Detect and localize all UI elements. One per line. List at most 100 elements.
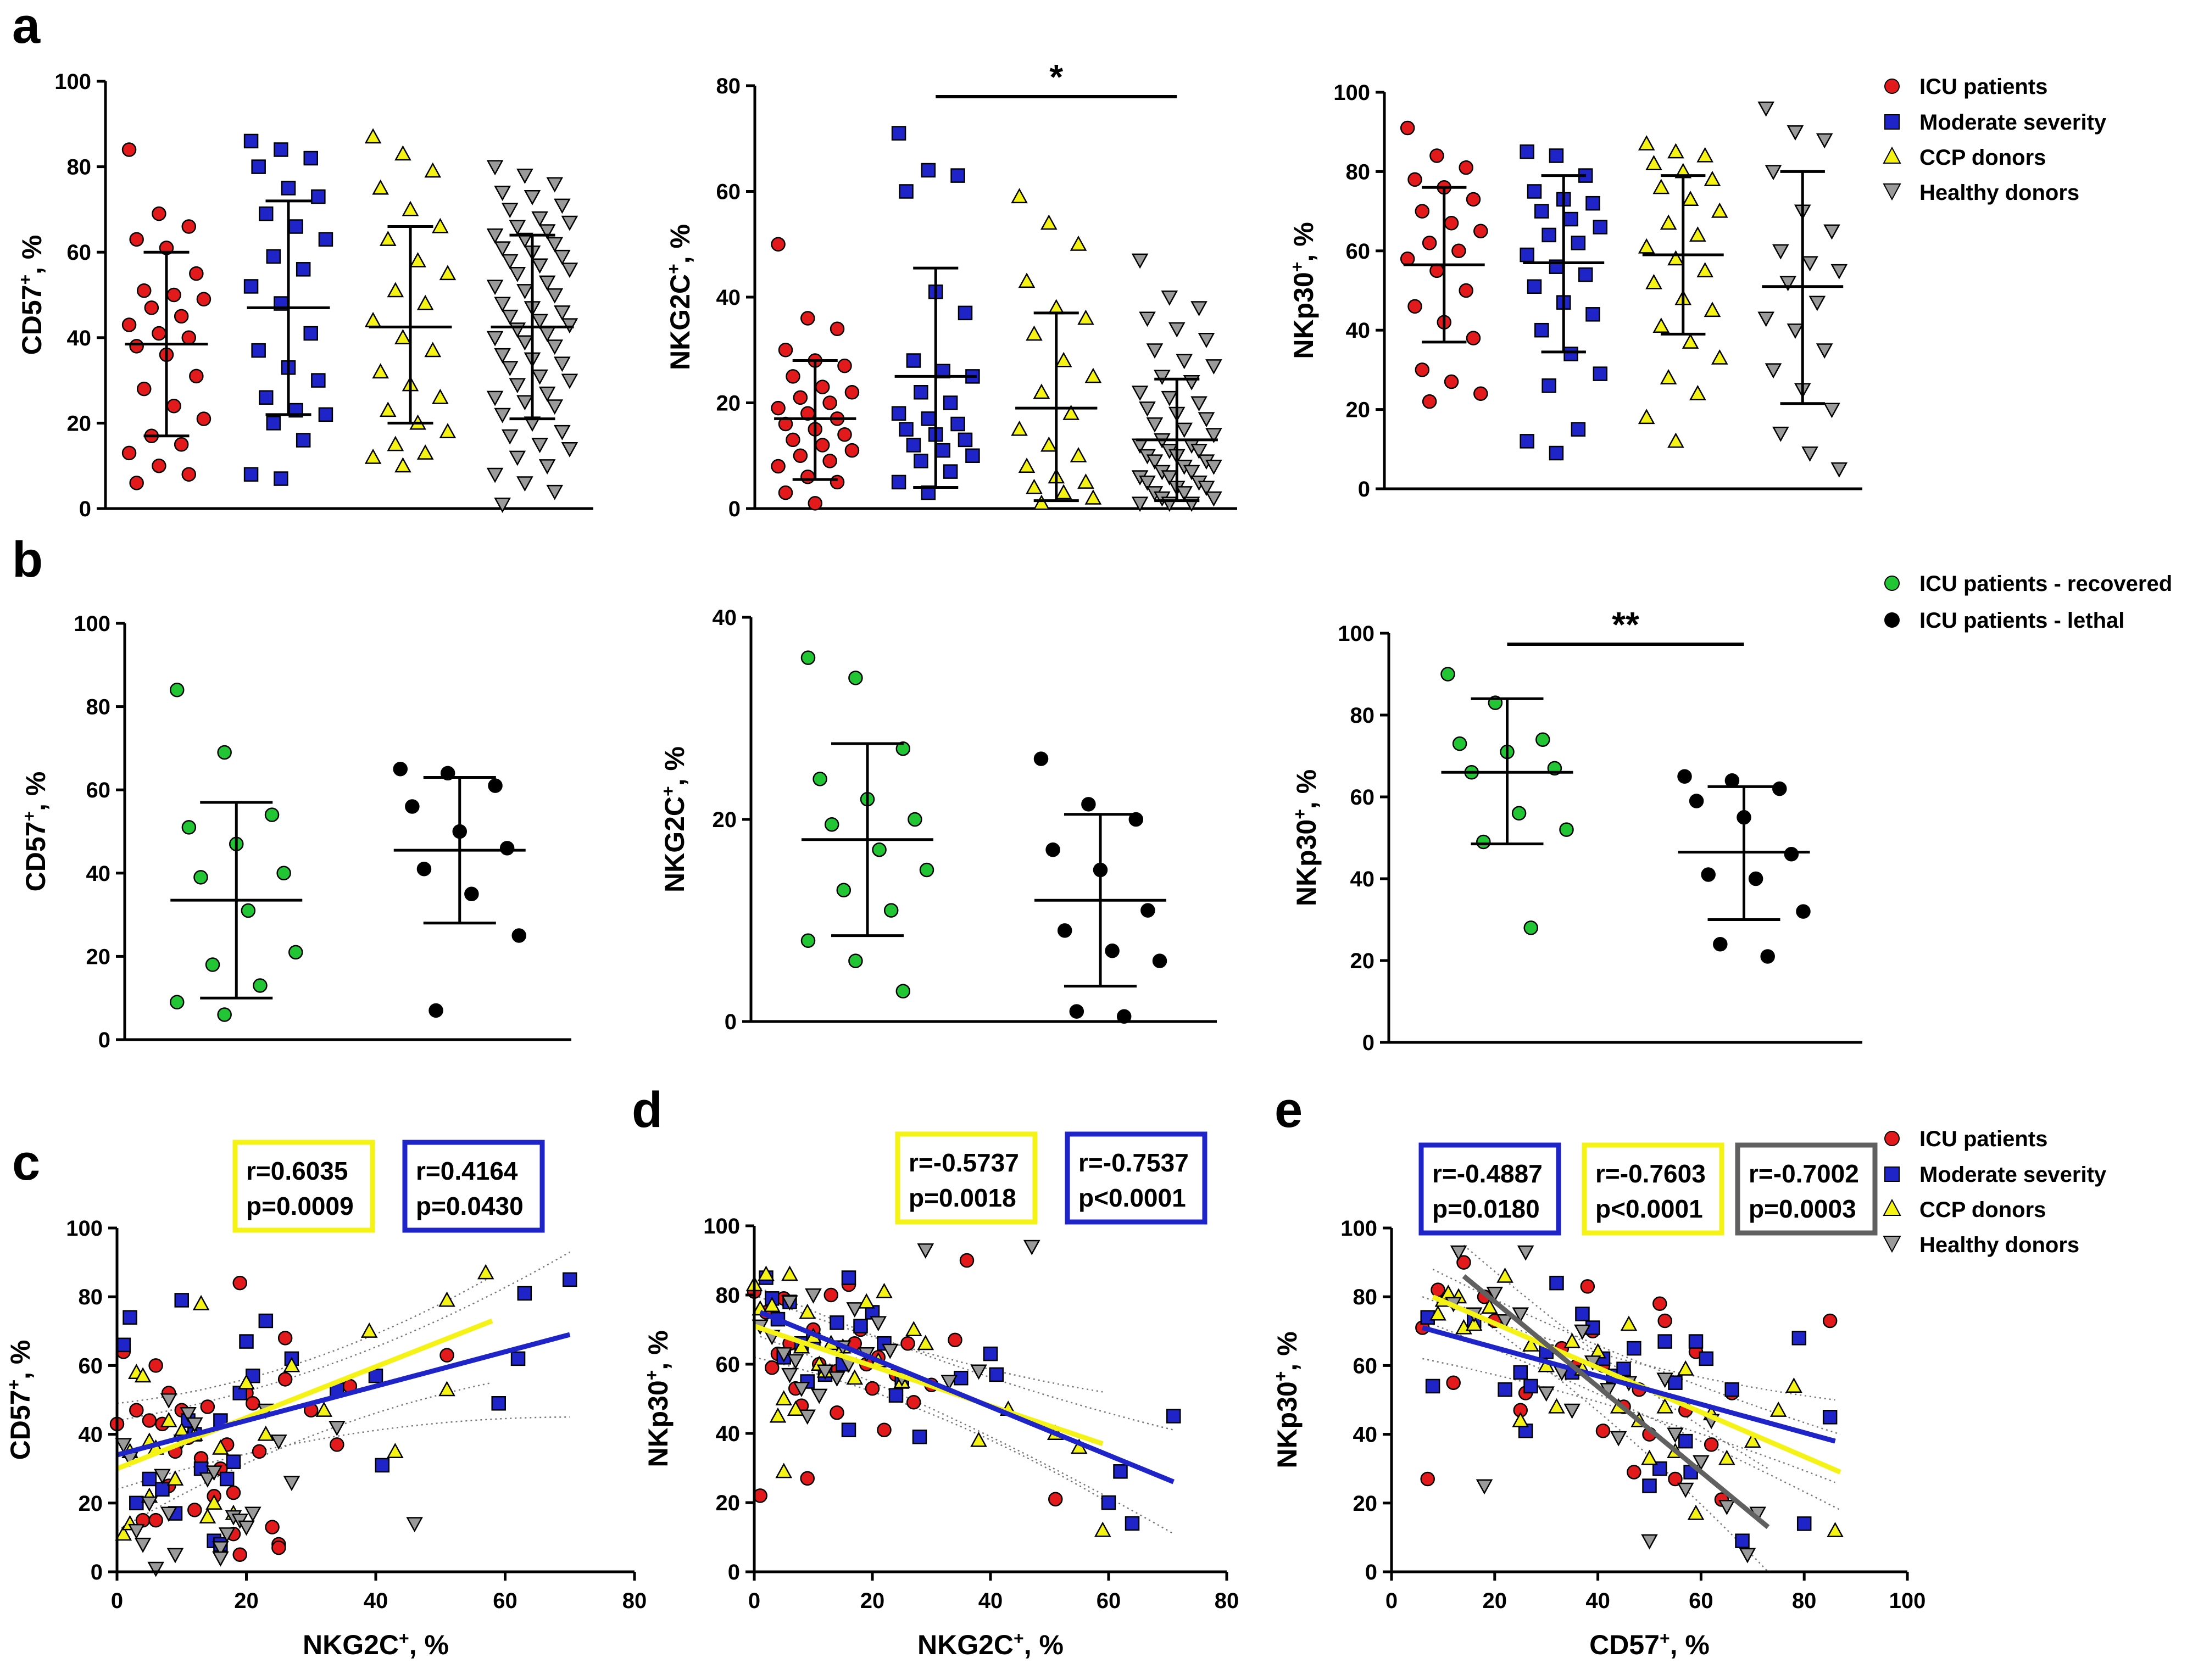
data-point: [142, 1471, 157, 1487]
x-label-sup: +: [1660, 1628, 1670, 1648]
ci-band-upper: [116, 1251, 570, 1421]
ci-band-upper: [754, 1294, 1103, 1393]
data-point: [1822, 1313, 1838, 1329]
data-point: [1466, 331, 1481, 345]
data-point: [501, 254, 519, 270]
data-point: [494, 408, 511, 423]
data-point: [954, 1370, 969, 1386]
data-point: [387, 1443, 404, 1458]
data-point: [129, 476, 144, 490]
y-label-sup: +: [15, 275, 35, 285]
data-point: [793, 448, 808, 463]
data-point: [1011, 420, 1028, 436]
y-label-name: NKp30: [1288, 272, 1319, 359]
data-point: [1459, 283, 1473, 298]
stat-r: r=-0.7537: [1078, 1148, 1189, 1177]
data-point: [899, 184, 914, 199]
data-point: [1823, 403, 1840, 418]
data-point: [781, 1368, 798, 1383]
data-point: [144, 300, 159, 315]
data-point: [1668, 1471, 1683, 1487]
data-point: [1704, 302, 1721, 317]
data-point: [1456, 1255, 1471, 1270]
data-point: [1816, 343, 1833, 359]
data-point: [883, 903, 899, 918]
y-tick-label: 40: [1353, 1423, 1378, 1447]
data-point: [166, 399, 181, 414]
data-point: [824, 817, 839, 832]
legend-item-healthy-e: Healthy donors: [1883, 1233, 2079, 1257]
data-point: [810, 1388, 828, 1404]
panel-label-a: a: [12, 0, 41, 54]
x-tick-label: 60: [1689, 1589, 1713, 1613]
data-point: [253, 978, 268, 993]
data-point: [1784, 847, 1799, 862]
data-point: [943, 464, 958, 479]
data-point: [1641, 1449, 1658, 1465]
stat-r: r=0.6035: [246, 1157, 348, 1185]
data-point: [1748, 871, 1763, 886]
data-point: [563, 1272, 577, 1287]
group-moderate: [1520, 144, 1608, 461]
data-point: [243, 133, 259, 149]
legend-item-recovered: ICU patients - recovered: [1884, 572, 2172, 596]
y-label-name: NKG2C: [665, 274, 695, 370]
data-point: [1535, 732, 1550, 747]
y-label-name: NKp30: [1272, 1381, 1303, 1468]
data-point: [758, 1265, 775, 1281]
stat-box-frame: [402, 1140, 545, 1233]
data-point: [311, 189, 326, 204]
data-point: [166, 1470, 184, 1486]
data-point: [1026, 478, 1043, 494]
x-tick-label: 100: [1889, 1589, 1926, 1613]
data-point: [1190, 444, 1207, 459]
data-point: [494, 498, 511, 514]
data-point: [778, 343, 793, 358]
x-tick-label: 60: [1097, 1589, 1121, 1613]
data-point: [538, 326, 556, 342]
data-point: [787, 1354, 804, 1370]
y-tick-label: 40: [716, 286, 741, 310]
data-point: [554, 198, 571, 214]
data-point: [1429, 1305, 1446, 1321]
data-point: [1062, 404, 1079, 420]
y-axis-label: CD57+, %: [15, 235, 47, 355]
legend-groups-e: ICU patients Moderate severity CCP donor…: [1883, 1127, 2107, 1257]
significance-label: *: [1049, 57, 1063, 97]
data-point: [1660, 369, 1677, 384]
data-point: [1026, 325, 1043, 341]
data-point: [941, 1375, 958, 1391]
data-point: [379, 401, 397, 417]
data-point: [1116, 1009, 1132, 1024]
data-point: [136, 381, 152, 397]
data-point: [318, 232, 333, 247]
y-tick-label: 100: [1338, 622, 1374, 646]
group-moderate: [891, 126, 980, 500]
data-point: [1757, 311, 1775, 327]
x-label-sup: +: [1014, 1628, 1024, 1648]
data-point: [538, 459, 556, 475]
data-point: [368, 1368, 383, 1383]
data-point: [1055, 484, 1072, 500]
y-tick-label: 60: [716, 1353, 741, 1377]
data-point: [1571, 422, 1586, 437]
data-point: [438, 1291, 455, 1307]
data-point: [561, 263, 578, 278]
y-tick-label: 20: [86, 945, 111, 969]
data-point: [1656, 1372, 1673, 1388]
data-point: [1105, 943, 1120, 958]
data-point: [546, 484, 564, 500]
data-point: [1084, 489, 1102, 505]
group-healthy: [1131, 253, 1222, 512]
data-point: [1045, 842, 1060, 857]
data-point: [372, 363, 389, 379]
data-point: [828, 1371, 845, 1387]
y-axis-label: NKp30+, %: [1287, 222, 1319, 359]
data-point: [243, 279, 259, 294]
data-point: [1787, 323, 1804, 339]
data-point: [160, 1393, 177, 1409]
data-point: [793, 1338, 810, 1354]
data-point: [1512, 1411, 1529, 1427]
data-point: [1511, 806, 1527, 821]
ci-band-lower: [116, 1416, 570, 1490]
